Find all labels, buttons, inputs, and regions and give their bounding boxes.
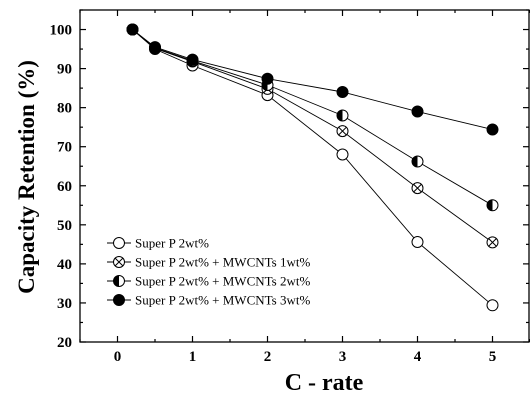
x-tick-label: 4 [414,349,422,365]
marker-shape [113,237,125,249]
legend-label: Super P 2wt% + MWCNTs 1wt% [135,255,310,270]
data-point [486,123,499,136]
marker-shape [261,72,274,85]
data-point [411,182,424,195]
marker-shape [336,86,349,99]
data-point [126,23,139,36]
y-tick-label: 30 [57,296,72,312]
legend-marker [113,237,125,249]
legend-label: Super P 2wt% + MWCNTs 3wt% [135,293,310,308]
data-point [411,105,424,118]
legend-label: Super P 2wt% [135,236,209,251]
marker-cross [488,238,497,247]
marker-shape [186,53,199,66]
data-point [486,236,499,249]
y-tick-label: 40 [57,257,72,273]
marker-cross [114,257,124,267]
marker-shape [486,123,499,136]
data-point [486,299,499,312]
legend: Super P 2wt% Super P 2wt% + MWCNTs 1wt% Su… [107,236,310,308]
x-tick-label: 0 [114,349,122,365]
data-point [336,86,349,99]
x-tick-label: 5 [489,349,497,365]
data-point [411,155,424,168]
data-markers [126,23,499,312]
marker-shape [411,236,424,249]
marker-shape [336,148,349,161]
y-tick-label: 60 [57,179,72,195]
marker-half-fill [337,109,343,121]
y-tick-label: 90 [57,62,72,78]
y-tick-label: 20 [57,335,72,351]
axes: 0 1 2 3 4 5 20 30 40 50 60 70 80 90 100 [50,9,530,365]
y-axis-title: Capacity Retention (%) [14,60,39,294]
y-tick-label: 100 [50,23,73,39]
y-tick-label: 50 [57,218,72,234]
data-point [261,72,274,85]
legend-marker [113,256,125,268]
legend-label: Super P 2wt% + MWCNTs 2wt% [135,274,310,289]
marker-half-fill [487,199,493,211]
marker-shape [411,105,424,118]
y-tick-label: 80 [57,101,72,117]
data-point [336,125,349,138]
data-point [486,199,499,212]
marker-shape [486,299,499,312]
marker-shape [126,23,139,36]
data-point [336,148,349,161]
x-tick-label: 1 [189,349,197,365]
x-axis-title: C - rate [285,370,364,396]
legend-marker [113,294,125,306]
x-tick-label: 3 [339,349,347,365]
marker-cross [338,126,347,136]
marker-shape [149,41,161,54]
data-point [186,53,199,66]
data-point [336,109,349,122]
marker-half-fill [412,156,418,168]
x-tick-label: 2 [264,349,272,365]
data-point [411,236,424,249]
marker-shape [113,294,125,306]
data-point [149,41,161,54]
marker-half-fill [113,275,119,287]
marker-cross [413,183,422,193]
legend-marker [113,275,125,287]
y-tick-label: 70 [57,140,72,156]
